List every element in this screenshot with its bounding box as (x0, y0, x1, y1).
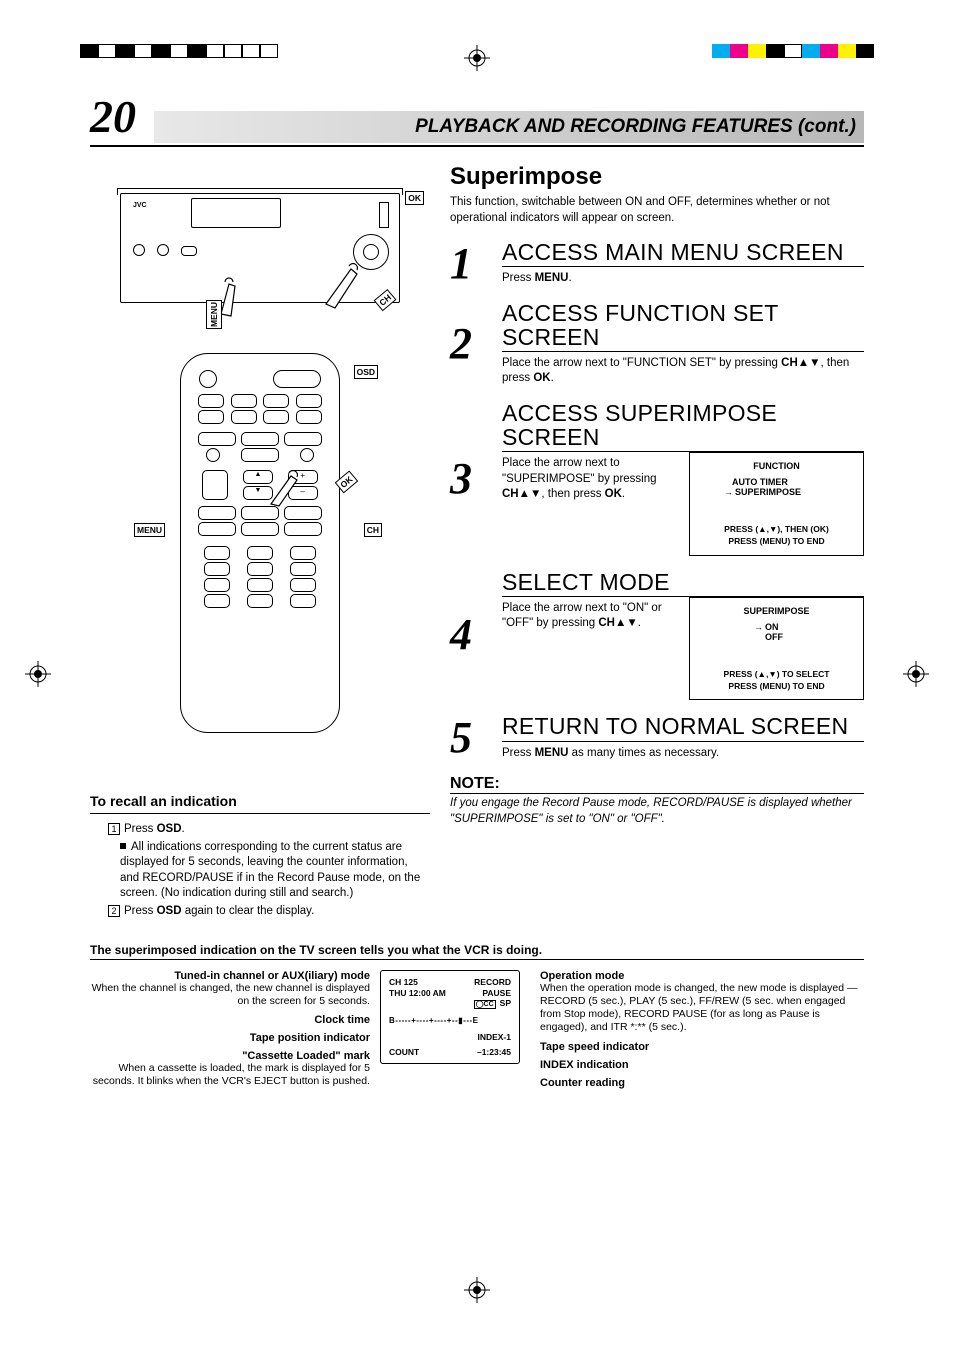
hand-pointer-icon (267, 466, 309, 508)
vcr-brand-label: JVC (133, 202, 147, 209)
hand-pointer-icon (321, 254, 371, 314)
step-title: ACCESS MAIN MENU SCREEN (502, 240, 864, 267)
step-4: 4 SELECT MODE Place the arrow next to "O… (450, 570, 864, 701)
section-title: PLAYBACK AND RECORDING FEATURES (cont.) (415, 116, 856, 138)
page-number: 20 (90, 90, 136, 143)
remote-illustration: ▲▼ +– OSD OK MENU CH (90, 353, 430, 733)
registration-mark-icon (903, 661, 929, 687)
step-title: SELECT MODE (502, 570, 864, 597)
recall-heading: To recall an indication (90, 793, 430, 809)
feature-title: Superimpose (450, 163, 864, 191)
step-3: 3 ACCESS SUPERIMPOSE SCREEN Place the ar… (450, 401, 864, 556)
tv-left-label: Tape position indicator (90, 1032, 370, 1044)
osd-superimpose-screen: SUPERIMPOSE ON OFF PRESS (▲,▼) TO SELECT… (689, 597, 864, 701)
step-5: 5 RETURN TO NORMAL SCREEN Press MENU as … (450, 714, 864, 761)
step-title: ACCESS FUNCTION SET SCREEN (502, 301, 864, 352)
page-header: 20 PLAYBACK AND RECORDING FEATURES (cont… (90, 90, 864, 147)
feature-desc: This function, switchable between ON and… (450, 195, 864, 226)
tv-left-label: Clock time (90, 1014, 370, 1026)
remote-menu-label: MENU (134, 523, 165, 537)
tv-right-label: Tape speed indicator (540, 1041, 864, 1053)
step-title: RETURN TO NORMAL SCREEN (502, 714, 864, 741)
osd-function-screen: FUNCTION AUTO TIMER SUPERIMPOSE PRESS (▲… (689, 452, 864, 556)
tv-indication-header: The superimposed indication on the TV sc… (90, 943, 864, 960)
note-text: If you engage the Record Pause mode, REC… (450, 796, 864, 827)
print-color-bars-left (80, 44, 278, 58)
tv-left-label: "Cassette Loaded" mark (90, 1050, 370, 1062)
step-title: ACCESS SUPERIMPOSE SCREEN (502, 401, 864, 452)
print-color-bars-right (712, 44, 874, 58)
note-heading: NOTE: (450, 775, 864, 794)
registration-mark-icon (25, 661, 51, 687)
step-1: 1 ACCESS MAIN MENU SCREEN Press MENU. (450, 240, 864, 287)
tv-indication-layout: Tuned-in channel or AUX(iliary) mode Whe… (90, 970, 864, 1095)
remote-ch-label: CH (364, 523, 382, 537)
registration-mark-icon (464, 1277, 490, 1303)
recall-body: 1Press OSD. All indications correspondin… (90, 822, 430, 919)
step-2: 2 ACCESS FUNCTION SET SCREEN Place the a… (450, 301, 864, 387)
registration-mark-icon (464, 45, 490, 71)
tv-left-label: Tuned-in channel or AUX(iliary) mode (90, 970, 370, 982)
tv-right-label: INDEX indication (540, 1059, 864, 1071)
vcr-illustration: JVC OK MENU CH (90, 193, 430, 303)
vcr-ok-label: OK (405, 191, 424, 205)
remote-osd-label: OSD (354, 365, 378, 379)
tv-right-label: Counter reading (540, 1077, 864, 1089)
osd-tv-screen: CH 125RECORD THU 12:00 AMPAUSE ◯CCSP B--… (380, 970, 520, 1064)
vcr-menu-label: MENU (206, 300, 222, 329)
tv-right-label: Operation mode (540, 970, 864, 982)
